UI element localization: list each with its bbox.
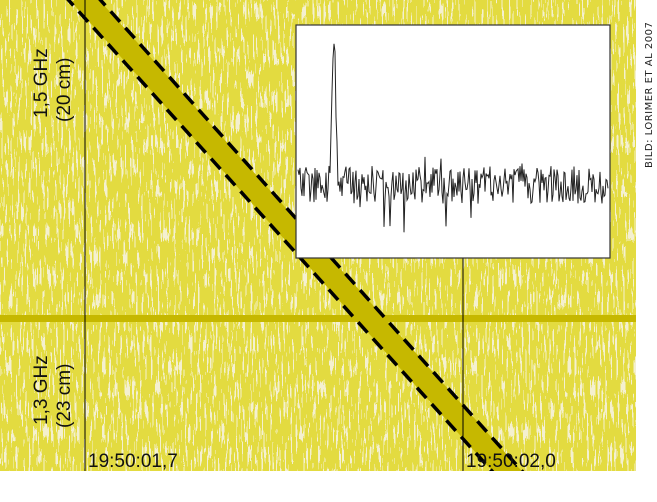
time-label: 19:50:01,7 — [88, 451, 178, 472]
band-wavelength: (20 cm) — [54, 58, 75, 122]
inset-box — [295, 24, 611, 259]
band-frequency: 1,5 GHz — [31, 48, 52, 118]
pulse-profile — [297, 43, 609, 233]
band-wavelength: (23 cm) — [54, 364, 75, 428]
credit: BILD: LORIMER ET AL 2007 — [644, 22, 655, 168]
band-frequency: 1,3 GHz — [31, 355, 52, 425]
time-label: 19:50:02,0 — [466, 451, 556, 472]
band-divider — [0, 315, 636, 322]
